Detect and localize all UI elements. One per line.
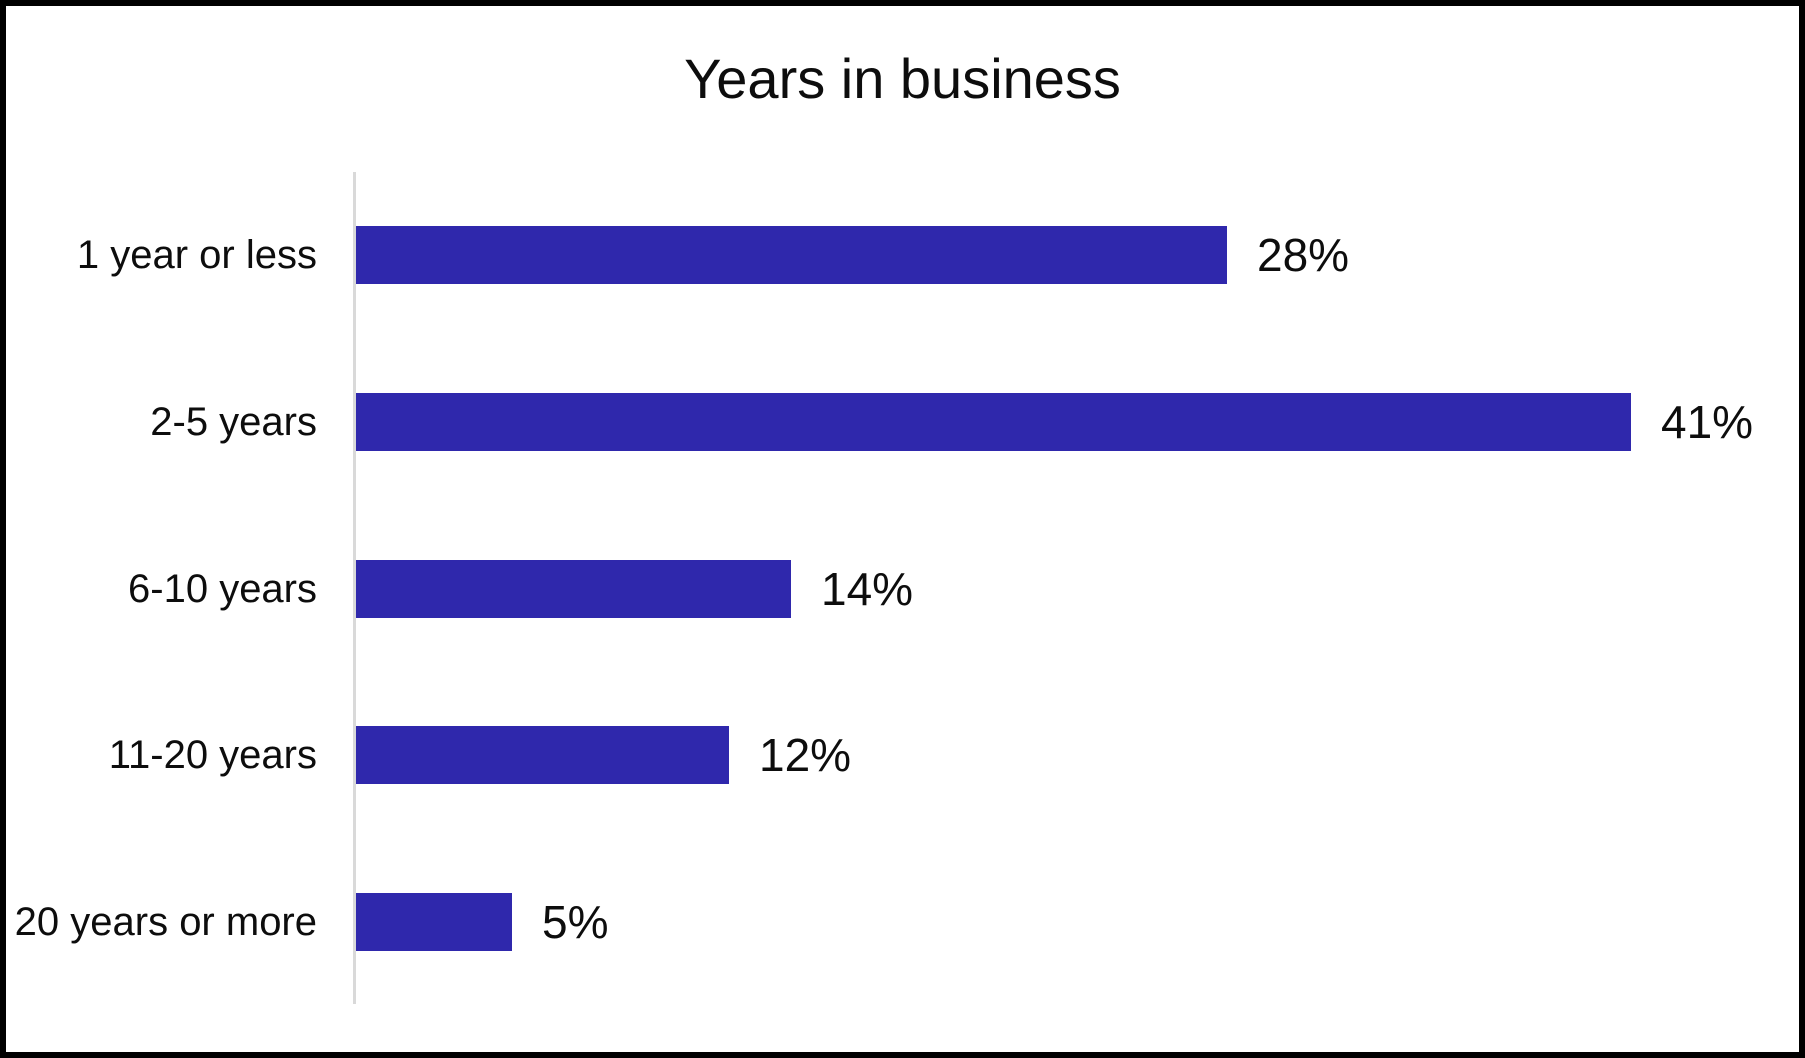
value-label: 41% [1661, 396, 1754, 448]
value-label: 5% [542, 896, 609, 948]
category-axis-line [353, 172, 356, 1004]
bar [356, 560, 791, 618]
bar [356, 226, 1227, 284]
bar-row: 1 year or less 28% [6, 226, 1799, 284]
bar-row: 2-5 years 41% [6, 393, 1799, 451]
value-label: 12% [759, 729, 852, 781]
bar [356, 893, 512, 951]
bar [356, 726, 729, 784]
category-label: 2-5 years [150, 400, 317, 444]
bar-row: 6-10 years 14% [6, 560, 1799, 618]
plot-area: 1 year or less 28% 2-5 years 41% 6-10 years 1… [6, 6, 1799, 1052]
chart-title: Years in business [684, 47, 1121, 110]
value-label: 14% [821, 563, 914, 615]
bar [356, 393, 1631, 451]
category-label: 1 year or less [76, 233, 317, 277]
category-label: 11-20 years [108, 733, 317, 777]
value-label: 28% [1257, 229, 1350, 281]
bar-row: 11-20 years 12% [6, 726, 1799, 784]
bar-row: 20 years or more 5% [6, 893, 1799, 951]
category-label: 20 years or more [14, 900, 317, 944]
category-label: 6-10 years [128, 567, 317, 611]
